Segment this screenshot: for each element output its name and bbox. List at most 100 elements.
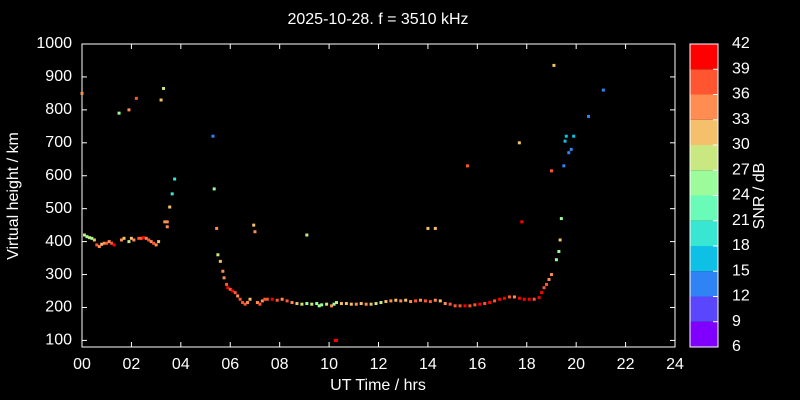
colorbar-swatch <box>690 94 718 120</box>
data-point <box>453 304 457 308</box>
data-point <box>154 243 158 247</box>
y-tick-label: 400 <box>45 233 72 250</box>
data-point <box>540 291 544 295</box>
data-point <box>212 187 216 191</box>
data-point <box>512 295 516 299</box>
data-point <box>162 86 166 90</box>
data-point <box>558 238 562 242</box>
data-point <box>567 151 571 155</box>
data-point <box>231 289 235 293</box>
data-point <box>404 298 408 302</box>
y-axis-label: Virtual height / km <box>5 132 22 260</box>
data-point <box>222 276 226 280</box>
data-point <box>149 240 153 244</box>
data-point <box>211 134 215 138</box>
data-point <box>532 297 536 301</box>
data-point <box>433 298 437 302</box>
data-point <box>547 277 551 281</box>
data-point <box>517 141 521 145</box>
data-point <box>384 300 388 304</box>
data-point <box>97 245 101 249</box>
x-tick-label: 00 <box>73 356 91 373</box>
data-point <box>320 303 324 307</box>
data-point <box>334 301 338 305</box>
chart-title: 2025-10-28. f = 3510 kHz <box>287 11 468 28</box>
data-point <box>394 298 398 302</box>
data-point <box>503 296 507 300</box>
x-tick-label: 06 <box>221 356 239 373</box>
data-point <box>498 297 502 301</box>
data-point <box>473 303 477 307</box>
x-tick-label: 10 <box>320 356 338 373</box>
data-point <box>354 302 358 306</box>
data-point <box>129 236 133 240</box>
data-point <box>117 111 121 115</box>
data-point <box>80 91 84 95</box>
colorbar-tick-label: 27 <box>732 161 750 178</box>
data-point <box>564 134 568 138</box>
data-point <box>221 269 225 273</box>
y-tick-label: 700 <box>45 134 72 151</box>
data-point <box>159 98 163 102</box>
data-point <box>226 286 230 290</box>
colorbar-swatch <box>690 195 718 221</box>
data-point <box>399 299 403 303</box>
x-tick-label: 04 <box>172 356 190 373</box>
colorbar-tick-label: 15 <box>732 262 750 279</box>
data-point <box>463 304 467 308</box>
data-point <box>409 300 413 304</box>
colorbar-swatch <box>690 145 718 171</box>
data-point <box>554 258 558 262</box>
data-point <box>295 302 299 306</box>
colorbar-swatch <box>690 44 718 70</box>
data-point <box>241 301 245 305</box>
data-point <box>139 236 143 240</box>
data-point <box>152 241 156 245</box>
colorbar-swatch <box>690 321 718 347</box>
colorbar-tick-label: 6 <box>732 338 741 355</box>
data-point <box>122 236 126 240</box>
data-point <box>157 240 161 244</box>
data-point <box>132 238 136 242</box>
y-tick-label: 500 <box>45 200 72 217</box>
data-point <box>82 233 86 237</box>
colorbar-tick-label: 33 <box>732 111 750 128</box>
data-point <box>144 236 148 240</box>
x-tick-label: 08 <box>271 356 289 373</box>
colorbar-tick-label: 21 <box>732 212 750 229</box>
data-point <box>285 299 289 303</box>
y-tick-label: 900 <box>45 68 72 85</box>
colorbar-swatch <box>690 246 718 272</box>
data-point <box>522 297 526 301</box>
data-point <box>228 287 232 291</box>
data-point <box>165 225 169 229</box>
data-point <box>545 282 549 286</box>
colorbar-tick-label: 18 <box>732 237 750 254</box>
data-point <box>537 296 541 300</box>
data-point <box>112 243 116 247</box>
colorbar-tick-label: 36 <box>732 86 750 103</box>
data-point <box>364 302 368 306</box>
data-point <box>92 238 96 242</box>
data-point <box>310 302 314 306</box>
colorbar-tick-label: 42 <box>732 35 750 52</box>
data-point <box>563 139 567 143</box>
colorbar-label: SNR / dB <box>751 163 768 230</box>
data-point <box>414 299 418 303</box>
colorbar-swatch <box>690 170 718 196</box>
data-point <box>458 304 462 308</box>
data-point <box>317 304 321 308</box>
data-point <box>334 338 338 342</box>
data-point <box>549 169 553 173</box>
data-point <box>468 304 472 308</box>
data-point <box>290 301 294 305</box>
data-point <box>552 63 556 67</box>
data-point <box>587 114 591 118</box>
data-point <box>483 302 487 306</box>
data-point <box>493 299 497 303</box>
data-point <box>218 259 222 263</box>
data-point <box>428 300 432 304</box>
data-point <box>90 236 94 240</box>
